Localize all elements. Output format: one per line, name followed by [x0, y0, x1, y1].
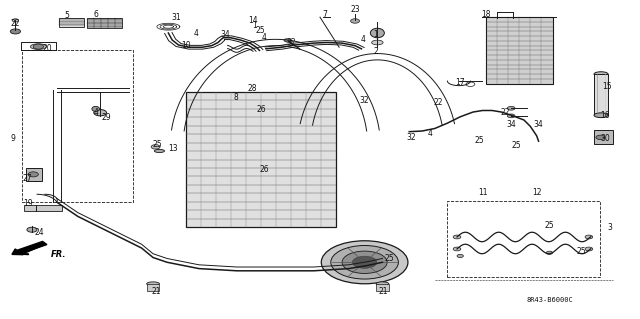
Text: 27: 27 [22, 174, 32, 183]
Text: 25: 25 [577, 247, 586, 256]
Circle shape [94, 109, 106, 116]
Text: 4: 4 [427, 129, 432, 138]
Ellipse shape [594, 72, 608, 77]
Circle shape [596, 135, 605, 140]
Text: 22: 22 [11, 19, 20, 28]
Ellipse shape [147, 282, 159, 286]
Text: 21: 21 [152, 287, 161, 296]
Text: 14: 14 [248, 16, 258, 25]
Text: 20: 20 [42, 44, 52, 53]
Text: 22: 22 [500, 108, 509, 116]
Circle shape [546, 251, 552, 254]
Text: 8: 8 [234, 93, 238, 102]
Text: 25: 25 [511, 141, 521, 150]
Text: 26: 26 [257, 105, 266, 114]
Text: 12: 12 [532, 188, 541, 197]
Bar [594, 74, 608, 115]
Text: 34: 34 [506, 120, 516, 129]
Circle shape [12, 19, 19, 22]
Text: 4: 4 [361, 35, 366, 44]
Text: 25: 25 [384, 254, 394, 263]
Text: 28: 28 [247, 84, 257, 93]
Ellipse shape [154, 149, 164, 152]
Text: 15: 15 [602, 82, 612, 91]
Circle shape [331, 246, 399, 279]
Circle shape [508, 106, 515, 110]
Text: 25: 25 [545, 221, 554, 230]
Text: 30: 30 [600, 134, 610, 144]
Text: 10: 10 [181, 41, 191, 50]
Circle shape [33, 44, 44, 49]
Bar [26, 168, 42, 181]
Circle shape [28, 172, 38, 177]
Text: 9: 9 [10, 134, 15, 144]
Text: 1: 1 [252, 21, 257, 30]
Text: 32: 32 [287, 38, 296, 47]
Text: 8R43-B6000C: 8R43-B6000C [526, 297, 573, 303]
Text: 26: 26 [259, 165, 269, 174]
Text: 31: 31 [172, 13, 181, 22]
Circle shape [353, 256, 377, 268]
Text: 34: 34 [221, 30, 230, 39]
Text: 2: 2 [374, 48, 378, 56]
Text: 4: 4 [93, 108, 98, 116]
Bar [22, 50, 133, 202]
Text: 1: 1 [374, 30, 378, 39]
Text: 32: 32 [360, 97, 369, 106]
Ellipse shape [594, 113, 608, 118]
Ellipse shape [284, 39, 292, 42]
Bar [59, 18, 84, 27]
Ellipse shape [372, 40, 383, 45]
Circle shape [508, 114, 515, 118]
Text: 4: 4 [193, 28, 198, 38]
Text: 5: 5 [65, 11, 70, 20]
Circle shape [342, 251, 387, 273]
Text: 17: 17 [456, 78, 465, 86]
Text: 19: 19 [23, 199, 33, 208]
Circle shape [453, 247, 461, 251]
Text: 13: 13 [168, 144, 179, 153]
Circle shape [453, 235, 461, 239]
Circle shape [10, 29, 20, 34]
Text: FR.: FR. [51, 250, 67, 259]
Text: 18: 18 [481, 10, 490, 19]
Bar [594, 130, 613, 144]
Ellipse shape [371, 28, 385, 38]
Text: 34: 34 [534, 120, 543, 129]
Text: 25: 25 [153, 140, 163, 149]
Bar [486, 17, 552, 84]
Text: 22: 22 [433, 98, 443, 107]
Text: 11: 11 [477, 188, 487, 197]
Bar [147, 284, 159, 291]
Text: 25: 25 [255, 26, 265, 35]
Ellipse shape [30, 44, 46, 49]
Bar [87, 18, 122, 28]
Bar [447, 201, 600, 277]
Text: 4: 4 [262, 33, 267, 42]
Circle shape [27, 227, 37, 232]
Circle shape [585, 235, 593, 239]
Text: 24: 24 [35, 228, 44, 237]
Text: 25: 25 [474, 136, 484, 145]
Text: 29: 29 [102, 113, 111, 122]
Text: 32: 32 [406, 133, 416, 142]
Text: 23: 23 [350, 5, 360, 14]
Ellipse shape [92, 106, 100, 111]
Bar [24, 205, 62, 211]
Text: 7: 7 [323, 10, 328, 19]
Ellipse shape [376, 282, 389, 286]
Bar [376, 284, 389, 291]
Circle shape [585, 247, 593, 251]
Text: 21: 21 [379, 287, 388, 296]
Circle shape [321, 241, 408, 284]
Circle shape [151, 145, 160, 149]
Text: 6: 6 [93, 10, 98, 19]
Bar [186, 92, 336, 227]
Circle shape [457, 254, 463, 257]
FancyArrow shape [12, 241, 47, 255]
Circle shape [351, 19, 360, 23]
Text: 3: 3 [607, 223, 612, 232]
Text: 16: 16 [600, 111, 610, 120]
